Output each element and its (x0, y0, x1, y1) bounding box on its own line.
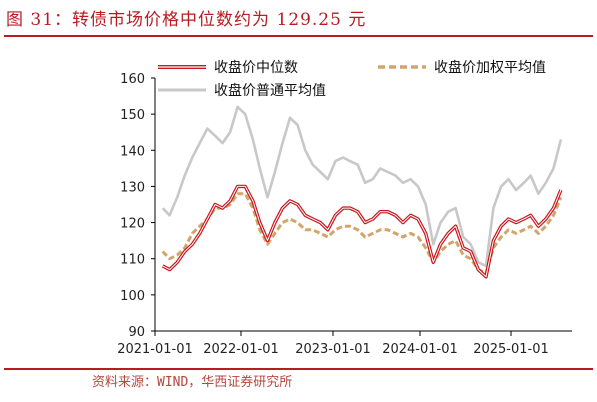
y-tick-label: 160 (120, 72, 145, 87)
series-layer (161, 105, 563, 279)
y-tick-label: 130 (120, 180, 145, 195)
legend-weighted-label: 收盘价加权平均值 (434, 59, 546, 76)
legend-weighted: 收盘价加权平均值 (378, 59, 546, 76)
legend-average: 收盘价普通平均值 (158, 82, 326, 99)
legend-average-label: 收盘价普通平均值 (214, 82, 326, 99)
y-tick-label: 150 (120, 108, 145, 123)
footer-divider (4, 368, 593, 370)
x-tick-label: 2022-01-01 (203, 342, 279, 357)
series-weighted-line (161, 192, 563, 275)
line-chart: 90 100 110 120 130 140 150 160 2021-01-01 2022-01… (117, 59, 572, 357)
axes: 90 100 110 120 130 140 150 160 2021-01-01 2022-01… (117, 72, 572, 357)
y-tick-label: 90 (128, 325, 145, 340)
title-divider (4, 35, 593, 37)
y-tick-label: 100 (120, 289, 145, 304)
series-average-line (161, 105, 563, 268)
source-note: 资料来源：WIND，华西证券研究所 (92, 375, 293, 390)
y-tick-label: 140 (120, 144, 145, 159)
y-tick-label: 120 (120, 217, 145, 232)
chart-title: 图 31：转债市场价格中位数约为 129.25 元 (6, 10, 367, 30)
x-tick-label: 2024-01-01 (382, 342, 458, 357)
x-tick-label: 2021-01-01 (117, 342, 193, 357)
legend-median-label: 收盘价中位数 (214, 59, 298, 76)
series-median-line (161, 184, 563, 279)
legend-median: 收盘价中位数 (158, 59, 298, 76)
series-median-inner-line (162, 185, 562, 278)
x-tick-label: 2023-01-01 (295, 342, 371, 357)
x-tick-label: 2025-01-01 (473, 342, 549, 357)
y-tick-label: 110 (120, 253, 145, 268)
